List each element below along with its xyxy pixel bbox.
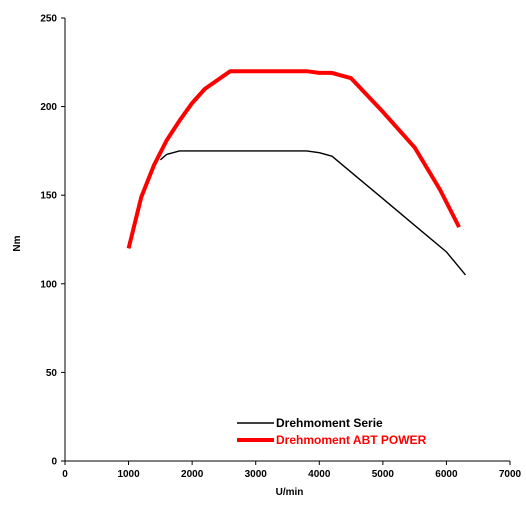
y-axis-ticks: 0 50 100 150 200 250 (40, 14, 65, 468)
legend-label-serie: Drehmoment Serie (276, 416, 383, 430)
legend: Drehmoment Serie Drehmoment ABT POWER (237, 416, 427, 447)
x-tick-label: 5000 (372, 469, 395, 480)
y-tick-label: 0 (51, 457, 57, 468)
x-tick-label: 7000 (499, 469, 522, 480)
series-line-abt-power (126, 69, 461, 249)
x-tick-label: 6000 (435, 469, 458, 480)
y-tick-label: 100 (40, 279, 57, 290)
axes (64, 18, 510, 462)
x-axis-title: U/min (276, 487, 304, 498)
y-tick-label: 250 (40, 14, 57, 25)
x-tick-label: 1000 (117, 469, 140, 480)
series-line-serie (159, 150, 467, 276)
y-tick-label: 50 (46, 368, 58, 379)
x-tick-label: 0 (62, 469, 68, 480)
x-tick-label: 4000 (308, 469, 331, 480)
x-axis-ticks: 0 1000 2000 3000 4000 5000 6000 7000 (62, 461, 522, 480)
x-tick-label: 3000 (245, 469, 268, 480)
y-tick-label: 200 (40, 102, 57, 113)
y-tick-label: 150 (40, 191, 57, 202)
legend-label-abt-power: Drehmoment ABT POWER (276, 433, 427, 447)
x-tick-label: 2000 (181, 469, 204, 480)
y-axis-title: Nm (12, 235, 23, 251)
plot-lines (126, 69, 467, 276)
